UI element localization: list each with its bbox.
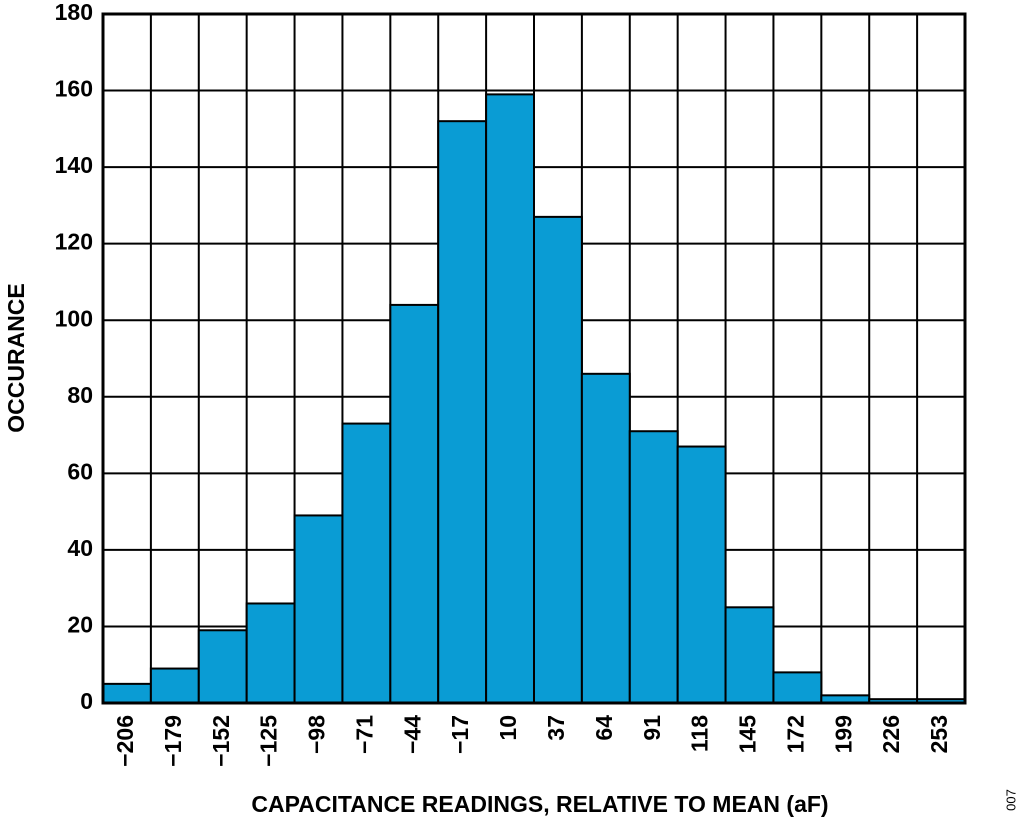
y-tick-label: 100 bbox=[55, 305, 93, 331]
figure-number: 007 bbox=[1003, 789, 1018, 811]
bar bbox=[293, 514, 344, 705]
x-tick-label: 64 bbox=[591, 715, 617, 741]
bar bbox=[533, 215, 583, 704]
x-tick-label: 37 bbox=[543, 715, 569, 741]
y-tick-label: 80 bbox=[67, 382, 93, 408]
x-tick-label: 118 bbox=[687, 715, 713, 752]
y-tick-label: 0 bbox=[80, 688, 93, 714]
bar bbox=[437, 120, 488, 704]
bar bbox=[580, 372, 631, 704]
bar bbox=[389, 303, 440, 704]
y-tick-label: 120 bbox=[55, 229, 93, 255]
y-axis-title: OCCURANCE bbox=[3, 283, 29, 433]
bar bbox=[149, 667, 200, 704]
bar bbox=[197, 629, 248, 704]
bar bbox=[772, 671, 823, 705]
y-tick-label: 140 bbox=[55, 152, 93, 178]
bar bbox=[341, 422, 392, 704]
bar bbox=[102, 682, 152, 704]
bar bbox=[724, 606, 775, 704]
x-tick-label: −152 bbox=[208, 715, 234, 767]
y-tick-label: 160 bbox=[55, 76, 93, 102]
x-tick-label: 172 bbox=[782, 715, 808, 753]
x-tick-label: −206 bbox=[112, 715, 138, 767]
x-tick-label: 91 bbox=[639, 715, 665, 741]
x-tick-label: 10 bbox=[495, 715, 521, 741]
x-tick-label: −17 bbox=[447, 715, 473, 754]
plot-frame bbox=[101, 12, 967, 705]
bar bbox=[628, 430, 679, 704]
bar bbox=[676, 445, 727, 704]
x-tick-label: 253 bbox=[926, 715, 952, 753]
x-tick-label: 199 bbox=[830, 715, 856, 753]
x-tick-label: 226 bbox=[878, 715, 904, 753]
x-tick-label: −71 bbox=[351, 715, 377, 754]
y-tick-label: 40 bbox=[67, 535, 93, 561]
x-tick-label: −98 bbox=[304, 715, 330, 754]
y-tick-label: 20 bbox=[67, 612, 93, 638]
x-axis-title: CAPACITANCE READINGS, RELATIVE TO MEAN (… bbox=[251, 791, 828, 817]
x-tick-label: −44 bbox=[399, 715, 425, 754]
x-tick-label: −125 bbox=[256, 715, 282, 767]
y-tick-label: 60 bbox=[67, 458, 93, 484]
y-tick-label: 180 bbox=[55, 0, 93, 25]
x-tick-label: 145 bbox=[735, 715, 761, 754]
x-tick-label: −179 bbox=[160, 715, 186, 767]
bar bbox=[485, 93, 536, 704]
bar bbox=[245, 602, 296, 705]
